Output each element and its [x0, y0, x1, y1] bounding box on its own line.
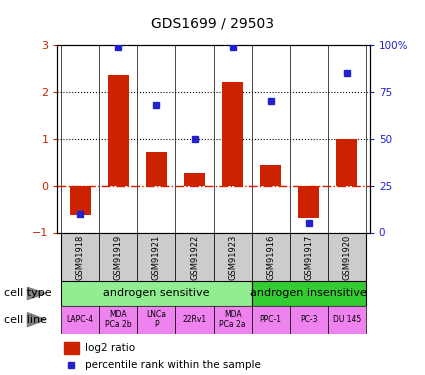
Bar	[99, 232, 137, 281]
Text: GSM91923: GSM91923	[228, 234, 237, 280]
Text: GSM91920: GSM91920	[343, 234, 351, 279]
Text: GSM91918: GSM91918	[76, 234, 85, 280]
Text: PC-3: PC-3	[300, 315, 317, 324]
Bar	[328, 232, 366, 281]
Bar	[61, 232, 99, 281]
Text: percentile rank within the sample: percentile rank within the sample	[85, 360, 261, 369]
Text: androgen insensitive: androgen insensitive	[250, 288, 367, 298]
Text: GSM91919: GSM91919	[114, 234, 123, 279]
Bar	[252, 232, 290, 281]
Bar	[252, 306, 290, 334]
Text: GSM91916: GSM91916	[266, 234, 275, 280]
Bar	[64, 342, 79, 354]
Bar	[184, 172, 205, 186]
Bar	[290, 232, 328, 281]
Text: 22Rv1: 22Rv1	[182, 315, 207, 324]
Bar	[328, 306, 366, 334]
Text: log2 ratio: log2 ratio	[85, 343, 136, 353]
Bar	[176, 232, 214, 281]
Bar	[146, 152, 167, 186]
Polygon shape	[27, 313, 45, 327]
Text: GSM91917: GSM91917	[304, 234, 313, 280]
Text: DU 145: DU 145	[333, 315, 361, 324]
Bar	[99, 306, 137, 334]
Text: androgen sensitive: androgen sensitive	[103, 288, 210, 298]
Bar	[108, 75, 129, 186]
Bar	[70, 186, 91, 214]
Bar	[61, 306, 99, 334]
Text: LAPC-4: LAPC-4	[67, 315, 94, 324]
Text: GSM91921: GSM91921	[152, 234, 161, 279]
Bar	[252, 281, 366, 306]
Polygon shape	[27, 287, 45, 300]
Text: PPC-1: PPC-1	[260, 315, 282, 324]
Bar	[260, 165, 281, 186]
Text: cell type: cell type	[4, 288, 52, 298]
Bar	[337, 139, 357, 186]
Bar	[137, 306, 176, 334]
Bar	[290, 306, 328, 334]
Text: GDS1699 / 29503: GDS1699 / 29503	[151, 17, 274, 31]
Bar	[61, 281, 252, 306]
Text: cell line: cell line	[4, 315, 47, 325]
Text: MDA
PCa 2b: MDA PCa 2b	[105, 310, 132, 329]
Bar	[214, 306, 252, 334]
Bar	[298, 186, 319, 218]
Text: GSM91922: GSM91922	[190, 234, 199, 279]
Bar	[137, 232, 176, 281]
Text: LNCa
P: LNCa P	[147, 310, 167, 329]
Bar	[222, 82, 243, 186]
Bar	[214, 232, 252, 281]
Bar	[176, 306, 214, 334]
Text: MDA
PCa 2a: MDA PCa 2a	[219, 310, 246, 329]
